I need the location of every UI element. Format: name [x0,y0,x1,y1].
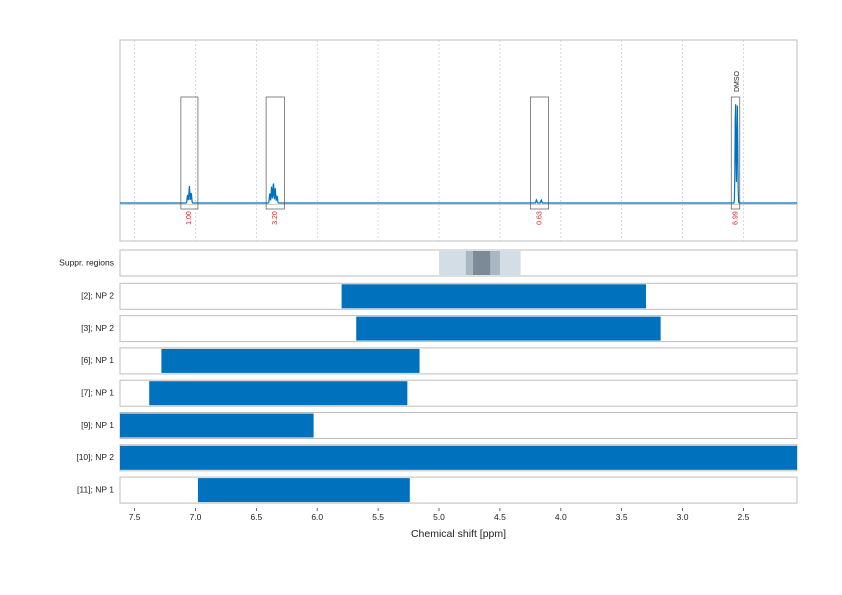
integration-value: 0.63 [536,211,543,225]
peak-annotation-label: DMSO [734,70,741,92]
x-axis-tick-label: 7.0 [190,512,202,522]
range-bar [341,284,647,309]
spectrum-panel: 1.00 3.20 0.63 6.99 DMSO [119,39,798,242]
range-row-label: [6]; NP 1 [81,355,114,365]
suppression-regions-panel: Suppr. regions [59,249,798,277]
x-axis-tick-label: 4.5 [494,512,506,522]
range-row-label: [10]; NP 2 [76,452,114,462]
range-row: [11]; NP 1 [77,476,798,504]
x-axis-tick-label: 4.0 [555,512,567,522]
range-row: [3]; NP 2 [81,315,798,343]
range-bars-panel: [2]; NP 2 [3]; NP 2 [6]; NP 1 [7]; NP 1 [9];… [76,282,798,504]
range-bar [149,381,408,406]
range-bar [120,413,314,438]
range-row-label: [9]; NP 1 [81,420,114,430]
range-row-label: [11]; NP 1 [77,484,114,494]
x-axis-title: Chemical shift [ppm] [411,528,506,540]
range-bar [120,445,797,470]
integration-region-box [180,96,199,210]
range-row-label: [7]; NP 1 [81,387,114,397]
integration-region-box [529,96,549,210]
range-row: [2]; NP 2 [81,282,798,310]
x-axis-tick-label: 3.0 [677,512,689,522]
integration-value: 1.00 [186,211,193,225]
integration-value: 3.20 [272,211,279,225]
range-bar [161,348,420,373]
x-axis-tick-label: 2.5 [738,512,750,522]
spectrum-frame [119,39,798,242]
range-bar [197,478,410,503]
x-axis-tick-label: 6.0 [311,512,323,522]
range-row: [6]; NP 1 [81,347,798,375]
range-bar [356,316,661,341]
spectrum-line [120,104,797,204]
integration-region-box [265,96,285,210]
x-axis-tick-label: 6.5 [250,512,262,522]
integration-region-box [730,96,741,210]
range-row: [7]; NP 1 [81,379,798,407]
suppression-row-label: Suppr. regions [59,257,114,267]
x-axis-tick-label: 5.0 [433,512,445,522]
x-axis: Chemical shift [ppm] 7.5 7.0 6.5 6.0 5.5 5.0 4… [129,508,750,540]
suppression-band [473,251,491,275]
range-row: [10]; NP 2 [76,444,798,472]
x-axis-tick-label: 7.5 [129,512,141,522]
range-row-label: [3]; NP 2 [81,323,114,333]
range-row: [9]; NP 1 [81,412,798,439]
integration-value: 6.99 [732,211,739,225]
range-row-label: [2]; NP 2 [81,291,114,301]
x-axis-tick-label: 5.5 [372,512,384,522]
x-axis-tick-label: 3.5 [616,512,628,522]
